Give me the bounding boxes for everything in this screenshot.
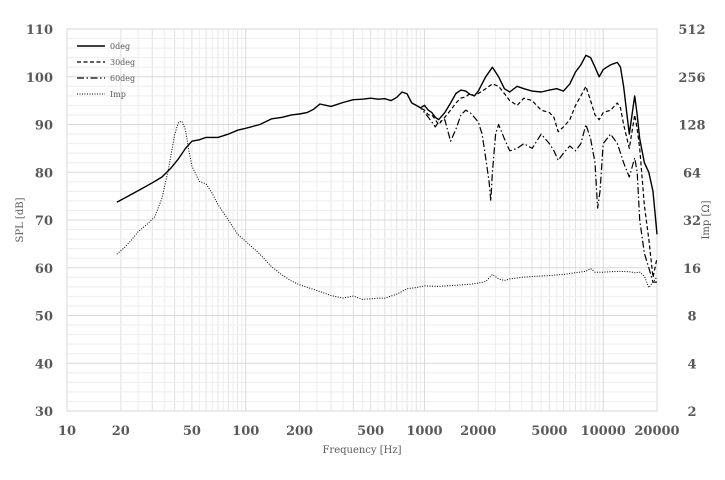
y2-tick-label: 64 [683, 166, 701, 181]
y-axis-ticks: 30 40 50 60 70 80 90 100 110 [26, 23, 53, 420]
y2-tick-label: 16 [683, 262, 701, 277]
y2-axis-title: Imp [Ω] [701, 200, 712, 239]
y2-tick-label: 32 [683, 214, 701, 229]
x-tick-label: 5000 [531, 424, 567, 439]
plot-frame [66, 28, 658, 412]
x-tick-label: 200 [286, 424, 313, 439]
y2-tick-label: 4 [687, 357, 696, 372]
y-tick-label: 70 [35, 214, 53, 229]
series-line-30deg [416, 83, 658, 278]
y-tick-label: 80 [35, 166, 53, 181]
series-layer [116, 54, 658, 300]
y-tick-label: 50 [35, 310, 53, 325]
y-tick-label: 110 [26, 23, 53, 38]
y2-tick-label: 2 [687, 405, 696, 420]
x-tick-label: 500 [357, 424, 384, 439]
x-axis-title: Frequency [Hz] [322, 445, 401, 456]
y-tick-label: 30 [35, 405, 53, 420]
legend-label-imp: Imp [110, 90, 126, 99]
series-line-0deg [116, 54, 658, 235]
legend: 0deg 30deg 60deg Imp [77, 42, 135, 99]
x-tick-label: 50 [183, 424, 201, 439]
x-tick-label: 20 [112, 424, 130, 439]
x-tick-label: 100 [232, 424, 259, 439]
y-tick-label: 100 [26, 71, 53, 86]
legend-label-0deg: 0deg [110, 42, 130, 51]
y-tick-label: 40 [35, 357, 53, 372]
x-tick-label: 2000 [460, 424, 496, 439]
legend-label-30deg: 30deg [110, 58, 135, 67]
series-line-60deg [416, 104, 657, 283]
y-tick-label: 60 [35, 262, 53, 277]
x-tick-label: 20000 [634, 424, 679, 439]
x-tick-label: 1000 [406, 424, 442, 439]
y2-tick-label: 128 [678, 119, 705, 134]
legend-label-60deg: 60deg [110, 74, 135, 83]
y-axis-title: SPL [dB] [15, 197, 26, 242]
y-tick-label: 90 [35, 119, 53, 134]
x-axis-ticks: 10 20 50 100 200 500 1000 2000 5000 10000 20000 [58, 424, 680, 439]
x-tick-label: 10 [58, 424, 76, 439]
x-tick-label: 10000 [581, 424, 626, 439]
series-line-imp [116, 120, 658, 300]
y2-axis-ticks: 2 4 8 16 32 64 128 256 512 [678, 23, 705, 420]
y2-tick-label: 256 [678, 71, 705, 86]
y2-tick-label: 8 [687, 310, 696, 325]
y2-tick-label: 512 [678, 23, 705, 38]
